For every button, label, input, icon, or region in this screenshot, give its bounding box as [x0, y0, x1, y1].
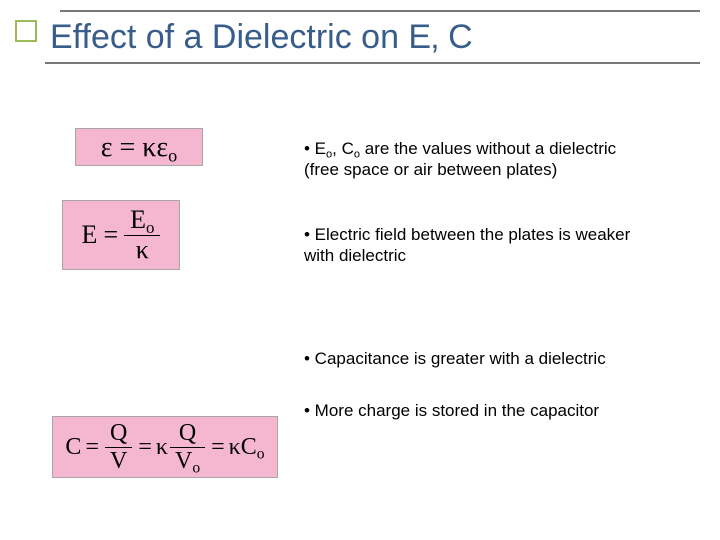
- eq-C-lhs: C: [65, 434, 81, 461]
- bullet-4: • More charge is stored in the capacitor: [304, 400, 664, 421]
- eq-E-denominator: κ: [124, 236, 160, 265]
- eq-C-rhs: κCo: [229, 434, 265, 461]
- bullet-1: • Eo, Co are the values without a dielec…: [304, 138, 644, 181]
- bullet-3: • Capacitance is greater with a dielectr…: [304, 348, 664, 369]
- equation-C: C = Q V = κ Q Vo = κCo: [52, 416, 278, 478]
- bullet-2: • Electric field between the plates is w…: [304, 224, 644, 267]
- equals-sign: =: [211, 434, 225, 461]
- equation-epsilon: ε = κεo: [75, 128, 203, 166]
- equals-sign: =: [138, 434, 152, 461]
- eq-E-numerator: Eo: [124, 206, 160, 236]
- equation-epsilon-text: ε = κεo: [101, 132, 178, 163]
- equals-sign: =: [85, 434, 99, 461]
- eq-E-fraction: Eo κ: [124, 206, 160, 264]
- slide-title: Effect of a Dielectric on E‚ C: [50, 18, 473, 57]
- eq-C-frac1-num: Q: [105, 420, 132, 447]
- eq-C-frac2: Q Vo: [170, 420, 205, 474]
- eq-C-kappa: κ: [156, 434, 168, 461]
- equals-sign: =: [103, 220, 118, 250]
- equation-E: E = Eo κ: [62, 200, 180, 270]
- eq-C-frac1-den: V: [105, 448, 132, 474]
- eq-C-frac2-num: Q: [170, 420, 205, 447]
- slide: Effect of a Dielectric on E‚ C ε = κεo E…: [0, 0, 720, 540]
- title-underline: [45, 62, 700, 64]
- eq-E-lhs: E: [82, 220, 98, 250]
- eq-C-frac2-den: Vo: [170, 448, 205, 474]
- eq-C-frac1: Q V: [105, 420, 132, 474]
- title-accent-box: [15, 20, 37, 42]
- top-rule: [60, 10, 700, 12]
